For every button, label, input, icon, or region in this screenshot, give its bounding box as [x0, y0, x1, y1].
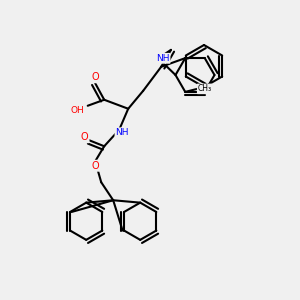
Text: NH: NH [116, 128, 129, 137]
Text: O: O [81, 132, 88, 142]
Text: NH: NH [156, 54, 169, 63]
Text: O: O [92, 161, 99, 171]
Text: CH₃: CH₃ [198, 84, 212, 93]
Text: OH: OH [71, 106, 85, 115]
Text: O: O [92, 72, 99, 82]
